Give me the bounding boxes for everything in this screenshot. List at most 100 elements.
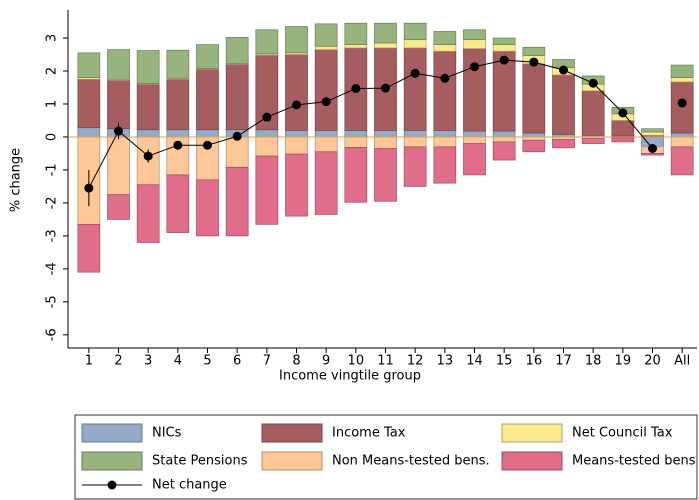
bar-segment [403,136,427,148]
x-tick-label: 20 [644,354,661,369]
legend-swatch [501,451,563,471]
bar-segment [77,78,101,129]
bar-segment [255,129,279,138]
bar-segment [285,153,308,217]
bar-segment [166,129,190,138]
x-tick-label: 12 [407,354,424,369]
x-axis-label: Income vingtile group [279,369,421,384]
bar-segment [403,146,427,187]
bar-segment [374,130,397,138]
y-tick-label: 0 [45,133,60,141]
bar-segment [344,136,368,148]
net-point [143,151,153,161]
x-tick-label: 7 [263,354,271,369]
bar-segment [166,78,190,131]
net-point [648,143,657,153]
net-point [381,83,390,93]
net-point [559,65,568,75]
legend-label: Means-tested bens [572,454,696,469]
bar-segment [492,130,516,138]
legend-label: Non Means-tested bens. [332,454,490,469]
bar-segment [492,141,516,161]
net-point [529,57,539,67]
bar-segment [136,83,160,131]
legend-marker [107,480,117,490]
bar-segment [522,46,546,56]
y-tick-label: -2 [45,196,60,209]
bar-segment [552,139,575,149]
bar-segment [403,22,427,41]
x-tick-label: 2 [114,354,122,369]
bar-segment [225,166,249,237]
bar-segment [77,127,101,138]
bar-segment [314,130,338,138]
x-tick-label: 14 [466,354,483,369]
bar-segment [670,77,694,83]
legend-label: Net Council Tax [572,426,673,441]
bar-segment [670,146,694,176]
bar-segment [285,130,308,138]
legend-label: NICs [152,426,182,441]
bar-segment [196,129,219,138]
legend-label: State Pensions [152,454,248,469]
bar-segment [403,47,427,131]
bar-segment [314,23,338,47]
y-tick-label: -1 [45,163,60,176]
bar-segment [285,54,308,131]
bar-segment [433,44,457,52]
bar-segment [166,49,190,79]
bar-segment [255,29,279,55]
net-point [84,183,94,193]
bar-segment [196,69,219,131]
bar-segment [641,131,664,136]
y-tick-label: -3 [45,229,60,242]
x-tick-label: 4 [174,354,182,369]
bar-segment [611,137,635,143]
y-axis-label: % change [9,148,24,212]
bar-segment [522,132,546,138]
bar-segment [670,136,694,148]
bar-segment [107,194,130,220]
bar-segment [433,146,457,184]
x-tick-label: 15 [496,354,513,369]
net-point [114,126,123,136]
bar-segment [374,136,397,149]
bar-segment [581,138,605,144]
net-point [292,100,301,110]
bar-segment [492,44,516,52]
bar-segment [225,136,249,168]
bar-segment [433,136,457,148]
bar-segment [492,37,516,45]
bar-segment [314,136,338,153]
bar-segment [670,64,694,78]
net-point [440,73,450,83]
net-point [203,140,212,150]
bar-segment [136,129,160,138]
net-point [618,108,628,118]
bar-segment [285,136,308,155]
x-tick-label: All [674,354,690,369]
bar-segment [641,128,664,133]
x-tick-label: 5 [203,354,211,369]
net-point [410,68,420,78]
bar-segment [136,184,160,243]
x-tick-label: 16 [526,354,543,369]
bar-segment [225,37,249,65]
bar-segment [403,130,427,138]
x-tick-label: 19 [615,354,632,369]
bar-segment [344,44,368,49]
net-point [677,98,687,108]
bar-segment [463,143,486,176]
net-point [351,83,361,93]
y-tick-label: 3 [44,34,59,42]
y-tick-label: 1 [45,100,60,108]
legend-swatch [501,423,563,443]
x-tick-label: 8 [292,354,300,369]
y-tick-label: 2 [45,67,60,75]
x-tick-label: 11 [377,354,394,369]
bar-segment [581,90,605,136]
legend-label: Income Tax [332,426,406,441]
bar-segment [463,29,486,41]
bar-segment [77,223,101,273]
y-tick-label: -5 [45,295,60,308]
